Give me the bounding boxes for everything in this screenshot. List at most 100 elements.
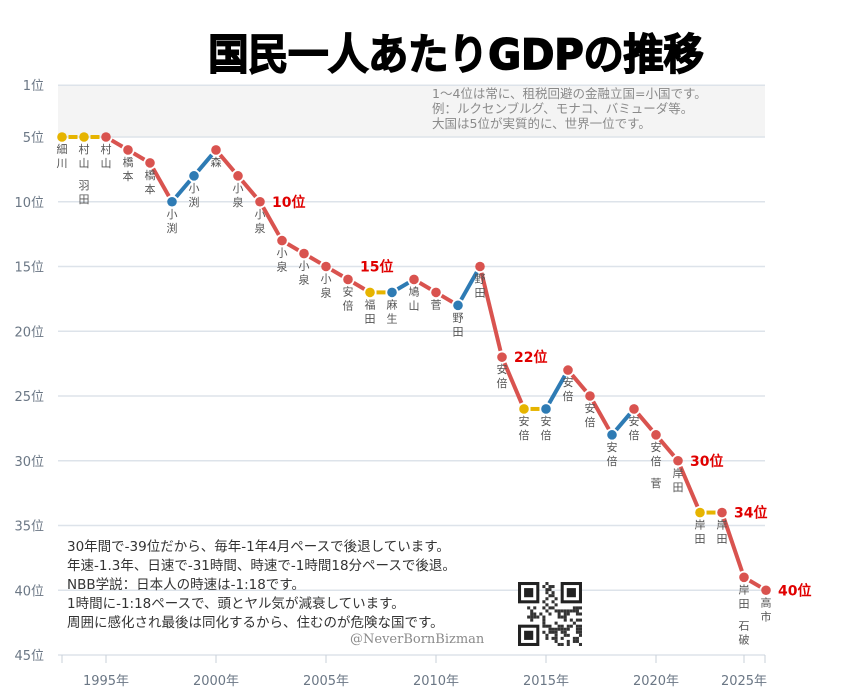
- qr-module: [575, 606, 579, 610]
- qr-finder: [524, 588, 534, 598]
- data-point: [563, 365, 573, 375]
- point-label: 森: [211, 155, 222, 169]
- point-label: 安倍菅: [651, 440, 662, 490]
- qr-module: [542, 621, 546, 625]
- point-label: 野田: [453, 311, 464, 338]
- line-segment: [330, 268, 344, 278]
- point-label: 細川: [57, 143, 68, 170]
- point-label-char: 村: [79, 142, 90, 156]
- x-tick-label: 2025年: [721, 674, 767, 689]
- rank-annotation: 15位: [360, 259, 393, 276]
- line-segment: [614, 412, 632, 432]
- point-label-char: 倍: [607, 454, 618, 468]
- point-label-char: 細: [57, 143, 68, 156]
- qr-module: [527, 615, 531, 619]
- qr-module: [578, 606, 582, 610]
- x-tick-label: 2010年: [413, 674, 459, 689]
- bottom-note-line: 1時間に-1:18ペースで、頭とヤル気が減衰しています。: [67, 596, 405, 612]
- qr-module: [566, 612, 570, 616]
- point-label-char: 森: [211, 155, 222, 169]
- data-point: [57, 132, 67, 142]
- data-point: [189, 171, 199, 181]
- top-rank-band: [58, 85, 765, 137]
- qr-module: [527, 606, 531, 610]
- qr-finder: [566, 588, 576, 598]
- point-label-char: 小: [167, 208, 178, 221]
- qr-module: [551, 585, 555, 589]
- data-point: [211, 145, 221, 155]
- data-point: [299, 248, 309, 259]
- point-label-char: 岸: [717, 519, 728, 532]
- qr-module: [536, 615, 540, 619]
- qr-module: [575, 630, 579, 634]
- data-point: [739, 572, 749, 583]
- qr-module: [548, 612, 552, 616]
- line-segment: [658, 438, 676, 458]
- point-label-char: 安: [563, 375, 574, 389]
- qr-module: [566, 639, 570, 643]
- point-label-char: 岸: [673, 467, 684, 480]
- qr-module: [566, 627, 570, 631]
- y-tick-label: 25位: [14, 390, 44, 405]
- line-segment: [440, 293, 454, 304]
- point-label-char: 生: [387, 311, 398, 325]
- qr-module: [530, 615, 534, 619]
- data-point: [717, 507, 727, 518]
- qr-module: [563, 612, 567, 616]
- point-label: 安倍: [629, 414, 640, 442]
- rank-annotation: 22位: [514, 349, 547, 366]
- point-label: 安倍: [497, 362, 508, 390]
- rank-annotations: 10位 15位 22位 30位 34位 40位: [272, 194, 811, 600]
- data-point: [585, 391, 595, 401]
- point-label-char: 村: [101, 142, 112, 156]
- data-point: [519, 404, 529, 414]
- qr-module: [563, 615, 567, 619]
- point-label: 岸田: [695, 519, 706, 546]
- y-tick-label: 35位: [14, 520, 44, 535]
- data-point: [145, 158, 155, 168]
- point-label: 岸田: [673, 467, 684, 494]
- line-segment: [418, 281, 432, 291]
- data-point: [167, 196, 177, 207]
- point-label: 安倍: [585, 401, 596, 429]
- qr-module: [545, 609, 549, 613]
- data-point: [233, 171, 243, 181]
- qr-module: [545, 582, 549, 586]
- line-segment: [570, 373, 588, 393]
- point-label-char: 本: [145, 182, 156, 196]
- qr-module: [542, 630, 546, 634]
- qr-module: [578, 630, 582, 634]
- qr-module: [575, 609, 579, 613]
- point-label-char: 安: [497, 362, 508, 376]
- point-label-char: 高: [761, 595, 772, 609]
- point-label-char: 安: [585, 401, 596, 415]
- qr-code-icon[interactable]: [517, 582, 583, 646]
- y-tick-label: 20位: [14, 325, 44, 340]
- top-note: 1〜4位は常に、租税回避の金融立国=小国です。 例：ルクセンブルグ、モナコ、バミ…: [432, 86, 707, 131]
- qr-module: [542, 624, 546, 628]
- chart-title: 国民一人あたりGDPの推移: [208, 30, 705, 80]
- point-label: 小泉: [299, 260, 310, 287]
- qr-module: [563, 630, 567, 634]
- qr-module: [572, 636, 576, 640]
- qr-module: [566, 633, 570, 637]
- qr-module: [557, 642, 561, 646]
- point-label: 小泉: [233, 182, 244, 209]
- qr-module: [557, 612, 561, 616]
- qr-module: [560, 642, 564, 646]
- y-axis-ticks: 1位 5位 10位 15位 20位 25位 30位 35位 40位 45位: [14, 79, 44, 664]
- qr-module: [569, 618, 573, 622]
- data-point: [101, 132, 111, 142]
- point-label-char: 田: [739, 597, 750, 610]
- qr-module: [554, 630, 558, 634]
- qr-module: [530, 618, 534, 622]
- qr-module: [572, 606, 576, 610]
- qr-module: [545, 588, 549, 592]
- qr-module: [542, 585, 546, 589]
- qr-module: [560, 630, 564, 634]
- point-label: 安倍: [519, 414, 530, 442]
- qr-module: [551, 630, 555, 634]
- qr-module: [542, 618, 546, 622]
- point-label-char: 本: [123, 169, 134, 183]
